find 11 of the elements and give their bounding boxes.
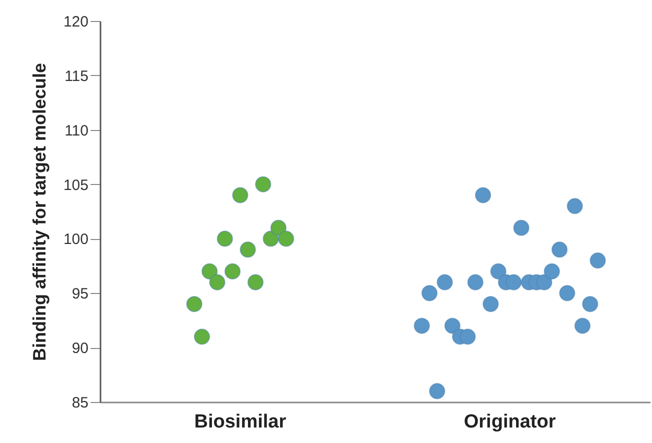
- x-tick-label: Originator: [464, 412, 556, 432]
- y-tick-label: 85: [72, 394, 88, 412]
- x-tick-label: Biosimilar: [194, 412, 287, 432]
- y-tick-label: 115: [64, 68, 88, 85]
- y-tick-label: 95: [72, 286, 88, 303]
- y-tick-label: 90: [72, 340, 88, 358]
- y-tick-label: 110: [64, 122, 88, 140]
- y-axis-title: Binding affinity for target molecule: [29, 62, 50, 362]
- y-tick-label: 100: [63, 231, 88, 248]
- y-tick-label: 120: [63, 14, 88, 30]
- y-tick-label: 105: [63, 176, 88, 194]
